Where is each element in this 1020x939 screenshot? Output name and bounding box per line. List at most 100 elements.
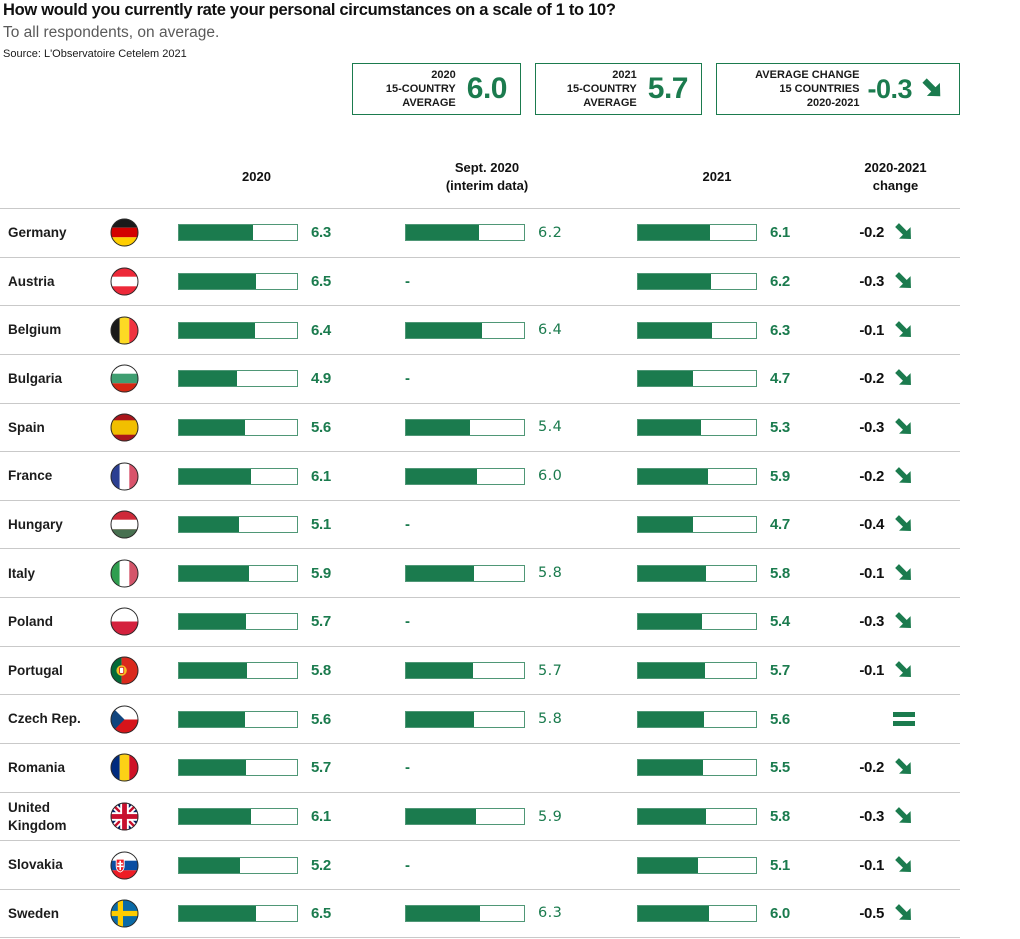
score-value-sept-2020: 6.2 bbox=[538, 224, 563, 241]
table-row: Spain 5.6 5.4 5.3 -0.3 bbox=[0, 402, 960, 452]
score-cell-2021: 6.1 bbox=[575, 224, 805, 242]
score-cell-2021: 5.8 bbox=[575, 808, 805, 825]
score-bar-fill bbox=[406, 711, 475, 727]
score-cell-2021: 4.7 bbox=[575, 516, 805, 534]
score-value-sept-2020: 5.4 bbox=[538, 419, 563, 436]
score-bar-fill bbox=[638, 225, 710, 241]
change-cell: -0.3 bbox=[805, 270, 960, 293]
score-bar-fill bbox=[179, 225, 254, 241]
score-value-2021: 5.5 bbox=[770, 759, 790, 777]
down-trend-arrow-icon bbox=[893, 756, 917, 779]
column-header-line: 2021 bbox=[702, 168, 732, 184]
down-trend-arrow-icon bbox=[920, 76, 946, 102]
score-bar-2020 bbox=[178, 662, 298, 680]
column-header-line: change bbox=[872, 177, 919, 193]
score-cell-2021: 5.3 bbox=[575, 418, 805, 436]
score-bar-2021 bbox=[637, 904, 757, 922]
summary-label-line: 15-COUNTRY bbox=[566, 82, 637, 95]
score-value-2021: 5.7 bbox=[770, 662, 790, 680]
score-value-2020: 5.1 bbox=[311, 516, 331, 534]
score-bar-sept-2020 bbox=[405, 564, 525, 582]
score-bar-sept-2020 bbox=[405, 904, 525, 922]
score-bar-fill bbox=[406, 468, 477, 484]
flag-cell bbox=[100, 607, 148, 636]
column-header-line: 2020-2021 bbox=[864, 159, 927, 175]
score-cell-2021: 5.7 bbox=[575, 662, 805, 680]
score-value-2021: 6.3 bbox=[770, 321, 790, 339]
summary-label-line: 2020 bbox=[431, 68, 456, 81]
score-bar-2020 bbox=[178, 564, 298, 582]
score-bar-fill bbox=[638, 760, 703, 776]
table-row: Portugal 5.8 5.7 5.7 -0.1 bbox=[0, 645, 960, 695]
es-flag-icon bbox=[110, 413, 139, 442]
flag-cell bbox=[100, 705, 148, 734]
score-cell-2021: 6.2 bbox=[575, 272, 805, 290]
score-bar-fill bbox=[179, 809, 251, 824]
change-cell: -0.1 bbox=[805, 659, 960, 682]
flag-cell bbox=[100, 218, 148, 247]
score-bar-fill bbox=[638, 905, 709, 921]
score-bar-2020 bbox=[178, 856, 298, 874]
header-spacer bbox=[100, 145, 148, 208]
header-spacer bbox=[0, 145, 100, 208]
summary-label-line: AVERAGE bbox=[583, 97, 637, 110]
down-trend-arrow-icon bbox=[893, 562, 917, 585]
score-cell-2020: 5.7 bbox=[148, 759, 345, 777]
score-bar-fill bbox=[179, 905, 256, 921]
score-cell-sept-2020: 6.0 bbox=[345, 467, 575, 485]
score-bar-2020 bbox=[178, 808, 298, 825]
change-value: -0.4 bbox=[859, 516, 884, 534]
column-header-sept-2020: Sept. 2020 (interim data) bbox=[372, 145, 602, 208]
score-cell-sept-2020: 5.9 bbox=[345, 808, 575, 825]
summary-label-line: 2020-2021 bbox=[806, 97, 860, 110]
score-bar-fill bbox=[406, 905, 481, 921]
score-bar-fill bbox=[638, 663, 706, 679]
score-cell-sept-2020: - bbox=[345, 516, 575, 533]
score-cell-2020: 6.5 bbox=[148, 904, 345, 922]
score-value-2021: 5.3 bbox=[770, 418, 790, 436]
score-cell-2021: 5.5 bbox=[575, 759, 805, 777]
score-value-sept-2020: 6.0 bbox=[538, 468, 563, 485]
score-bar-fill bbox=[406, 225, 480, 241]
down-trend-arrow-icon bbox=[893, 513, 917, 536]
country-name: Belgium bbox=[8, 322, 62, 338]
down-trend-arrow-icon bbox=[893, 610, 917, 633]
score-bar-fill bbox=[638, 371, 694, 387]
summary-box-value: -0.3 bbox=[867, 73, 912, 104]
score-value-sept-2020: 6.4 bbox=[538, 322, 563, 339]
score-value-2020: 6.4 bbox=[311, 321, 331, 339]
sk-flag-icon bbox=[110, 851, 139, 880]
score-bar-2020 bbox=[178, 904, 298, 922]
score-bar-fill bbox=[179, 371, 237, 387]
score-bar-fill bbox=[638, 809, 707, 824]
change-cell: -0.4 bbox=[805, 513, 960, 536]
change-value: -0.3 bbox=[859, 613, 884, 631]
score-value-2020: 5.7 bbox=[311, 613, 331, 631]
score-value-2020: 4.9 bbox=[311, 370, 331, 388]
flag-cell bbox=[100, 364, 148, 393]
table-row: Austria 6.5 - 6.2 -0.3 bbox=[0, 256, 960, 306]
score-value-sept-2020: 5.7 bbox=[538, 662, 563, 679]
country-name: United Kingdom bbox=[8, 799, 67, 833]
score-value-2021: 5.9 bbox=[770, 467, 790, 485]
score-cell-2020: 5.6 bbox=[148, 418, 345, 436]
score-value-2020: 5.8 bbox=[311, 662, 331, 680]
gb-flag-icon bbox=[110, 802, 139, 831]
change-value: -0.1 bbox=[859, 321, 884, 339]
score-bar-fill bbox=[638, 614, 702, 630]
down-trend-arrow-icon bbox=[893, 270, 917, 293]
change-cell: -0.2 bbox=[805, 367, 960, 390]
score-bar-sept-2020 bbox=[405, 710, 525, 728]
change-cell: -0.1 bbox=[805, 562, 960, 585]
score-bar-fill bbox=[638, 419, 701, 435]
table-row: Bulgaria 4.9 - 4.7 -0.2 bbox=[0, 353, 960, 403]
table-row: Poland 5.7 - 5.4 -0.3 bbox=[0, 597, 960, 646]
score-cell-sept-2020: - bbox=[345, 370, 575, 387]
table-header: 2020 Sept. 2020 (interim data) 2021 2020… bbox=[0, 145, 960, 208]
score-cell-2020: 5.1 bbox=[148, 516, 345, 534]
score-value-2020: 6.3 bbox=[311, 224, 331, 242]
change-value: -0.1 bbox=[859, 856, 884, 874]
score-bar-2020 bbox=[178, 467, 298, 485]
score-bar-2021 bbox=[637, 370, 757, 388]
